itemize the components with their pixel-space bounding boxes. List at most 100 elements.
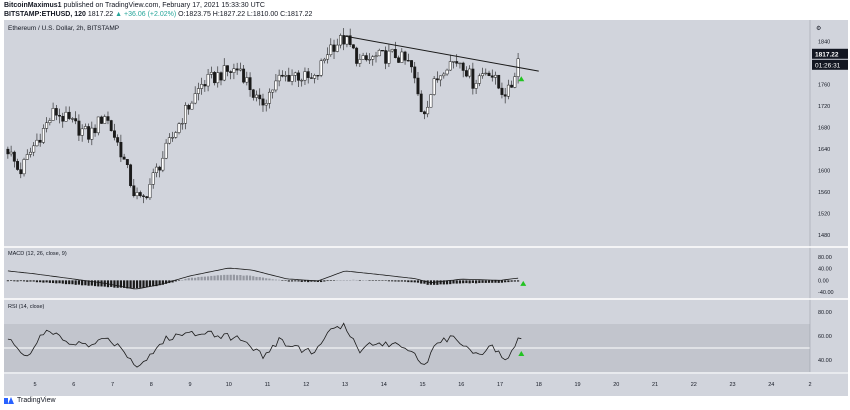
macd-histogram-bar bbox=[368, 280, 371, 281]
candle-body bbox=[300, 79, 304, 82]
candle bbox=[464, 66, 468, 78]
candle bbox=[439, 75, 443, 87]
time-axis[interactable]: 5 6 7 8 9 10 11 12 13 14 15 16 17 18 19 20 21 22 23 24 2 bbox=[33, 382, 811, 388]
candle bbox=[264, 99, 268, 112]
price-panel[interactable]: Ethereum / U.S. Dollar, 2h, BITSTAMP ⚙ 148… bbox=[6, 25, 848, 239]
chart-area[interactable]: Ethereum / U.S. Dollar, 2h, BITSTAMP ⚙ 148… bbox=[4, 20, 848, 396]
candle-body bbox=[468, 68, 472, 77]
candle-body bbox=[45, 122, 49, 129]
candle bbox=[248, 72, 252, 97]
macd-histogram-bar bbox=[184, 278, 187, 281]
macd-histogram-bar bbox=[77, 280, 81, 285]
candle-body bbox=[426, 106, 430, 115]
macd-histogram-bar bbox=[281, 280, 284, 281]
macd-histogram-bar bbox=[216, 275, 219, 281]
candle-body bbox=[348, 35, 352, 45]
candle-body bbox=[410, 60, 413, 68]
candle-body bbox=[6, 148, 10, 155]
macd-histogram-bar bbox=[371, 280, 374, 281]
gear-icon: ⚙ bbox=[816, 25, 821, 32]
macd-histogram-bar bbox=[475, 280, 478, 284]
macd-histogram-bar bbox=[487, 280, 491, 283]
macd-histogram-bar bbox=[71, 280, 74, 285]
macd-histogram-bar bbox=[252, 276, 255, 281]
time-tick-label: 19 bbox=[574, 382, 580, 388]
candle bbox=[300, 78, 304, 87]
price-tick-label: 1480 bbox=[818, 233, 830, 239]
macd-histogram-bar bbox=[484, 280, 487, 283]
candle-body bbox=[255, 94, 258, 98]
macd-histogram-bar bbox=[442, 280, 445, 285]
candle bbox=[271, 89, 275, 99]
trend-line bbox=[344, 35, 539, 72]
macd-histogram-bar bbox=[123, 280, 126, 288]
macd-histogram-bar bbox=[242, 275, 245, 281]
rsi-tick-label: 40.00 bbox=[818, 358, 832, 364]
macd-histogram-bar bbox=[323, 280, 326, 282]
macd-histogram-bar bbox=[206, 276, 210, 281]
macd-histogram-bar bbox=[261, 277, 265, 281]
candle-body bbox=[413, 66, 417, 79]
candle-body bbox=[219, 72, 223, 81]
time-tick-label: 7 bbox=[111, 382, 114, 388]
candle bbox=[358, 53, 362, 67]
candle-body bbox=[109, 120, 113, 131]
macd-histogram-bar bbox=[113, 280, 116, 288]
candle-body bbox=[132, 185, 136, 197]
candle-body bbox=[12, 151, 16, 162]
candle-body bbox=[22, 159, 26, 175]
macd-histogram-bar bbox=[203, 276, 206, 281]
time-tick-label: 21 bbox=[652, 382, 658, 388]
time-tick-label: 13 bbox=[342, 382, 348, 388]
candle bbox=[190, 100, 194, 110]
candle bbox=[290, 69, 294, 86]
candle bbox=[122, 153, 126, 160]
candle-body bbox=[226, 65, 229, 72]
candle bbox=[19, 162, 23, 179]
candle-body bbox=[351, 44, 355, 49]
macd-histogram-bar bbox=[516, 280, 520, 282]
rsi-panel[interactable]: RSI (14, close) 80.00 60.00 40.00 bbox=[4, 304, 832, 372]
candle bbox=[474, 79, 478, 95]
candle-body bbox=[290, 75, 294, 82]
candle bbox=[196, 82, 200, 101]
footer-brand[interactable]: TradingView bbox=[17, 397, 56, 404]
macd-histogram-bar bbox=[365, 280, 368, 281]
macd-histogram-bar bbox=[420, 280, 423, 284]
macd-histogram-bar bbox=[403, 280, 407, 282]
chart-title: Ethereum / U.S. Dollar, 2h, BITSTAMP bbox=[8, 25, 119, 32]
candle bbox=[116, 134, 120, 146]
macd-histogram-bar bbox=[413, 280, 416, 283]
macd-histogram-bar bbox=[497, 280, 500, 283]
candle bbox=[255, 90, 258, 102]
macd-histogram-bar bbox=[210, 275, 213, 281]
candle bbox=[506, 79, 510, 100]
candle-body bbox=[151, 172, 155, 185]
time-tick-label: 12 bbox=[303, 382, 309, 388]
candle-body bbox=[329, 44, 333, 56]
macd-histogram-bar bbox=[197, 277, 200, 281]
macd-histogram-bar bbox=[93, 280, 97, 287]
tradingview-logo-icon bbox=[4, 397, 14, 404]
macd-panel[interactable]: MACD (12, 26, close, 9) 80.00 40.00 0.00 -40… bbox=[6, 251, 834, 296]
candle-body bbox=[161, 157, 165, 171]
candle bbox=[174, 130, 178, 139]
macd-histogram-bar bbox=[226, 274, 229, 281]
candle-body bbox=[171, 137, 175, 139]
candle bbox=[471, 62, 475, 95]
candle-body bbox=[500, 87, 504, 95]
author-name[interactable]: BitcoinMaximus1 bbox=[4, 2, 62, 9]
candle bbox=[229, 70, 233, 80]
candle-body bbox=[71, 118, 74, 120]
candle bbox=[48, 117, 52, 126]
candle bbox=[332, 39, 336, 59]
candle-body bbox=[377, 50, 381, 57]
candle-body bbox=[222, 65, 226, 81]
price-tick-label: 1720 bbox=[818, 104, 830, 110]
time-tick-label: 15 bbox=[419, 382, 425, 388]
candle-body bbox=[51, 108, 55, 121]
candle bbox=[90, 121, 94, 146]
candle bbox=[71, 117, 74, 123]
candle bbox=[167, 133, 171, 145]
candle bbox=[58, 108, 61, 124]
